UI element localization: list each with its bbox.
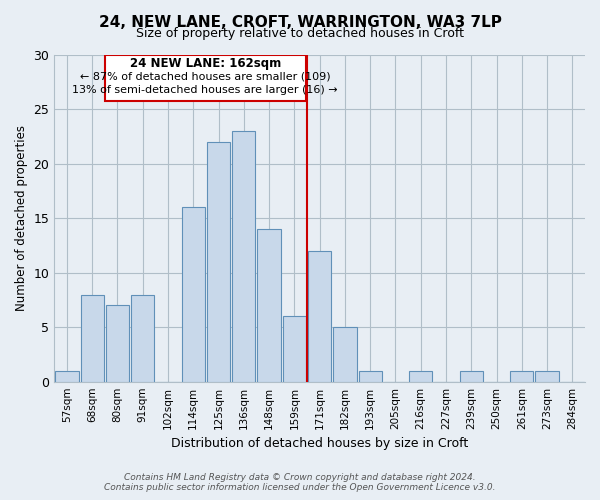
Bar	[55, 371, 79, 382]
Bar	[510, 371, 533, 382]
Bar	[409, 371, 433, 382]
Text: 24, NEW LANE, CROFT, WARRINGTON, WA3 7LP: 24, NEW LANE, CROFT, WARRINGTON, WA3 7LP	[98, 15, 502, 30]
Text: Size of property relative to detached houses in Croft: Size of property relative to detached ho…	[136, 28, 464, 40]
Bar	[460, 371, 483, 382]
Bar	[232, 131, 256, 382]
Bar	[106, 306, 129, 382]
Bar	[308, 251, 331, 382]
Bar	[535, 371, 559, 382]
Y-axis label: Number of detached properties: Number of detached properties	[15, 126, 28, 312]
Bar	[131, 294, 154, 382]
Text: 13% of semi-detached houses are larger (16) →: 13% of semi-detached houses are larger (…	[73, 85, 338, 95]
Bar	[283, 316, 306, 382]
Bar	[257, 229, 281, 382]
Text: Contains HM Land Registry data © Crown copyright and database right 2024.
Contai: Contains HM Land Registry data © Crown c…	[104, 473, 496, 492]
X-axis label: Distribution of detached houses by size in Croft: Distribution of detached houses by size …	[171, 437, 468, 450]
Bar	[105, 55, 306, 100]
Bar	[207, 142, 230, 382]
Bar	[333, 327, 356, 382]
Bar	[182, 208, 205, 382]
Text: 24 NEW LANE: 162sqm: 24 NEW LANE: 162sqm	[130, 57, 281, 70]
Bar	[359, 371, 382, 382]
Text: ← 87% of detached houses are smaller (109): ← 87% of detached houses are smaller (10…	[80, 72, 331, 82]
Bar	[80, 294, 104, 382]
